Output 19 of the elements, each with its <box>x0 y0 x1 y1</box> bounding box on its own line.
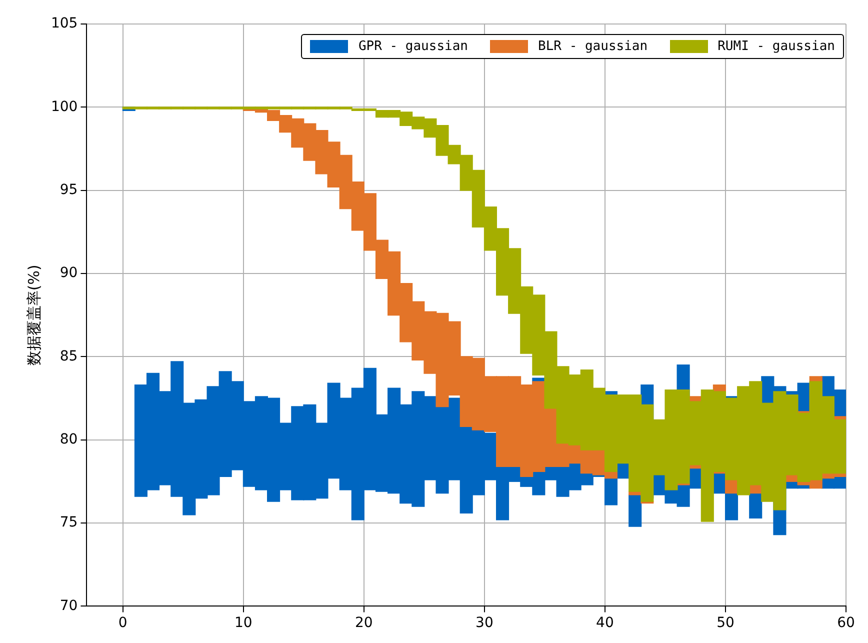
x-tick-label: 40 <box>596 615 614 632</box>
x-tick-label: 60 <box>837 615 855 632</box>
y-tick-label: 75 <box>60 514 78 531</box>
x-tick-label: 30 <box>476 615 494 632</box>
x-tick-label: 50 <box>716 615 734 632</box>
y-tick-label: 100 <box>50 98 78 115</box>
legend-label: BLR - gaussian <box>538 39 648 54</box>
legend-label: RUMI - gaussian <box>718 39 835 54</box>
x-tick-label: 10 <box>234 615 252 632</box>
y-tick-label: 80 <box>60 432 78 448</box>
x-tick-label: 0 <box>118 615 128 632</box>
legend-label: GPR - gaussian <box>358 39 468 54</box>
y-tick-label: 105 <box>50 16 78 32</box>
y-axis-title: 数据覆盖率(%) <box>24 264 43 366</box>
x-tick-label: 20 <box>355 615 373 632</box>
y-tick-label: 90 <box>60 265 78 282</box>
y-tick-label: 95 <box>60 182 78 198</box>
y-tick-label: 85 <box>60 348 78 364</box>
y-tick-label: 70 <box>60 598 78 614</box>
